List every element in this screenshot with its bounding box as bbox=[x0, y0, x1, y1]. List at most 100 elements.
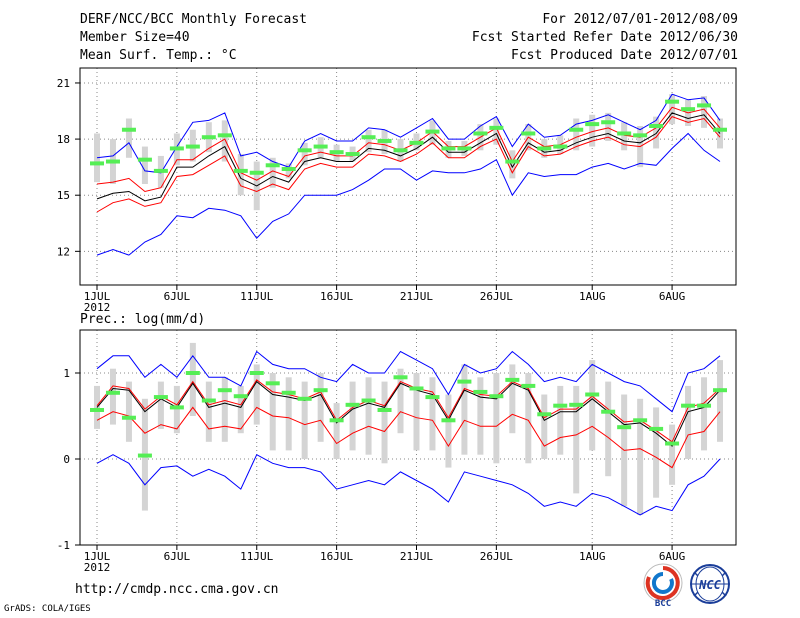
prec-range-box bbox=[381, 381, 388, 464]
prec-observed-marker bbox=[377, 407, 392, 412]
prec-observed-marker bbox=[137, 453, 152, 458]
temp-range-box bbox=[589, 114, 596, 147]
prec-range-box bbox=[589, 360, 596, 451]
prec-range-box bbox=[429, 377, 436, 451]
prec-range-box bbox=[333, 403, 340, 459]
prec-ensemble-mean-line bbox=[96, 380, 721, 447]
temp-range-box bbox=[221, 120, 228, 162]
prec-ytick-label: 0 bbox=[63, 453, 70, 466]
temp-range-box bbox=[669, 94, 676, 125]
temp-range-box bbox=[269, 157, 276, 188]
prec-observed-marker bbox=[569, 402, 584, 407]
prec-lower-line-line bbox=[96, 406, 721, 469]
temp-observed-marker bbox=[249, 170, 264, 175]
temp-xtick-label: 1JUL bbox=[84, 290, 111, 303]
precip-title: Prec.: log(mm/d) bbox=[80, 312, 206, 327]
temp-year-label: 2012 bbox=[84, 301, 111, 314]
temp-observed-marker bbox=[665, 99, 680, 104]
temp-observed-marker bbox=[137, 157, 152, 162]
prec-observed-marker bbox=[409, 386, 424, 391]
temp-xtick-label: 6AUG bbox=[659, 290, 686, 303]
prec-range-box bbox=[301, 381, 308, 459]
temp-observed-marker bbox=[441, 146, 456, 151]
prec-year-label: 2012 bbox=[84, 561, 111, 574]
prec-observed-marker bbox=[585, 392, 600, 397]
forecast-period: For 2012/07/01-2012/08/09 bbox=[542, 12, 738, 27]
temp-range-box bbox=[125, 118, 132, 158]
temp-observed-marker bbox=[489, 125, 504, 130]
prec-range-box bbox=[349, 381, 356, 451]
temp-observed-marker bbox=[361, 135, 376, 140]
temp-range-box bbox=[365, 129, 372, 153]
temp-observed-marker bbox=[457, 146, 472, 151]
temp-observed-marker bbox=[505, 159, 520, 164]
temp-observed-marker bbox=[90, 161, 104, 166]
temp-observed-marker bbox=[281, 167, 296, 172]
prec-observed-marker bbox=[265, 381, 280, 386]
prec-range-box bbox=[237, 385, 244, 434]
prec-range-box bbox=[605, 381, 612, 477]
temp-observed-marker bbox=[297, 148, 312, 153]
prec-range-box bbox=[269, 373, 276, 451]
temp-observed-marker bbox=[265, 163, 280, 168]
temp-observed-marker bbox=[649, 123, 664, 128]
temp-observed-marker bbox=[409, 140, 424, 145]
variable-label: Mean Surf. Temp.: °C bbox=[80, 48, 237, 63]
temp-xtick-label: 1AUG bbox=[579, 290, 606, 303]
temp-upper-line-line bbox=[96, 106, 721, 193]
temp-observed-marker bbox=[697, 103, 712, 108]
prec-observed-marker bbox=[633, 418, 648, 423]
temp-range-box bbox=[621, 122, 628, 151]
ncc-logo: NCC bbox=[690, 564, 730, 604]
temp-ensemble-min-line bbox=[96, 132, 721, 256]
temp-ytick-label: 18 bbox=[57, 133, 70, 146]
prec-range-box bbox=[653, 407, 660, 498]
prec-observed-marker bbox=[345, 402, 360, 407]
prec-range-box bbox=[685, 385, 692, 459]
prec-observed-marker bbox=[329, 418, 344, 423]
prec-xtick-label: 6AUG bbox=[659, 550, 686, 563]
temp-ensemble-max-line bbox=[96, 93, 721, 174]
prec-observed-marker bbox=[681, 403, 696, 408]
temp-observed-marker bbox=[569, 127, 584, 132]
prec-range-box bbox=[157, 381, 164, 429]
temp-xtick-label: 11JUL bbox=[240, 290, 273, 303]
temp-observed-marker bbox=[121, 127, 136, 132]
prec-frame bbox=[79, 329, 737, 546]
temp-observed-marker bbox=[393, 148, 408, 153]
prec-observed-marker bbox=[473, 389, 488, 394]
temp-observed-marker bbox=[377, 138, 392, 143]
prec-range-box bbox=[365, 377, 372, 455]
prec-xtick-label: 11JUL bbox=[240, 550, 273, 563]
temp-ytick-label: 12 bbox=[57, 245, 70, 258]
prec-xtick-label: 6JUL bbox=[164, 550, 191, 563]
ncc-logo-text: NCC bbox=[698, 578, 721, 592]
prec-observed-marker bbox=[649, 426, 664, 431]
temp-lower-line-line bbox=[96, 116, 721, 213]
temp-observed-marker bbox=[537, 146, 552, 151]
prec-observed-marker bbox=[441, 418, 456, 423]
temp-xtick-label: 26JUL bbox=[480, 290, 513, 303]
member-size: Member Size=40 bbox=[80, 30, 190, 45]
prec-range-box bbox=[173, 385, 180, 434]
prec-ytick-label: -1 bbox=[57, 539, 70, 552]
temp-observed-marker bbox=[601, 120, 616, 125]
temp-observed-marker bbox=[585, 122, 600, 127]
prec-observed-marker bbox=[121, 415, 136, 420]
temp-xtick-label: 16JUL bbox=[320, 290, 353, 303]
temp-panel: 12 15 18 21 1JUL 6JUL 11JUL 16JUL 21JUL 26JUL 1AUG… bbox=[57, 67, 737, 314]
produced-date: Fcst Produced Date 2012/07/01 bbox=[511, 48, 738, 63]
prec-range-box bbox=[445, 394, 452, 468]
prec-observed-marker bbox=[233, 394, 248, 399]
temp-observed-marker bbox=[681, 107, 696, 112]
temp-observed-marker bbox=[329, 150, 344, 155]
prec-range-box bbox=[413, 373, 420, 451]
grads-credit: GrADS: COLA/IGES bbox=[4, 604, 91, 614]
temp-observed-marker bbox=[425, 129, 440, 134]
source-url[interactable]: http://cmdp.ncc.cma.gov.cn bbox=[75, 582, 279, 597]
prec-xtick-label: 16JUL bbox=[320, 550, 353, 563]
prec-observed-marker bbox=[169, 405, 184, 410]
prec-ensemble-min-line bbox=[96, 454, 721, 516]
temp-range-box bbox=[493, 118, 500, 145]
temp-observed-marker bbox=[313, 144, 328, 149]
